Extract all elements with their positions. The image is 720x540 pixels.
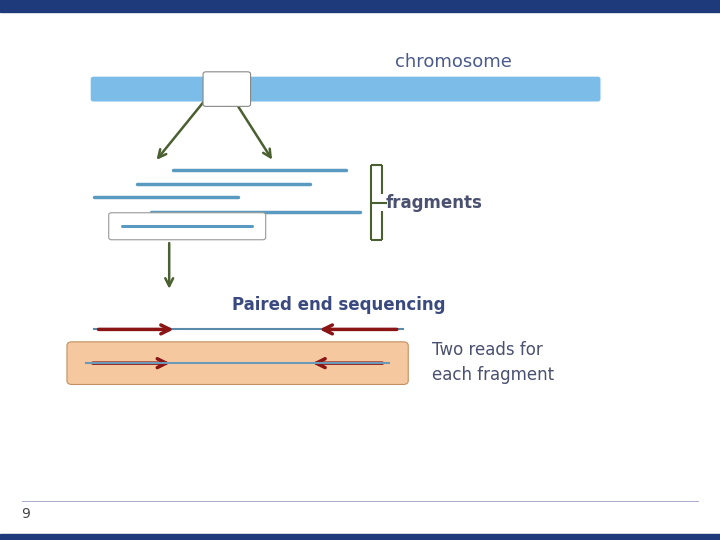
Text: Two reads for
each fragment: Two reads for each fragment [432,341,554,384]
FancyBboxPatch shape [238,77,600,102]
FancyBboxPatch shape [91,77,215,102]
Text: 9: 9 [22,507,30,521]
FancyBboxPatch shape [109,213,266,240]
Text: chromosome: chromosome [395,53,512,71]
FancyBboxPatch shape [67,342,408,384]
FancyBboxPatch shape [203,72,251,106]
Text: Paired end sequencing: Paired end sequencing [232,296,445,314]
Text: fragments: fragments [385,193,482,212]
